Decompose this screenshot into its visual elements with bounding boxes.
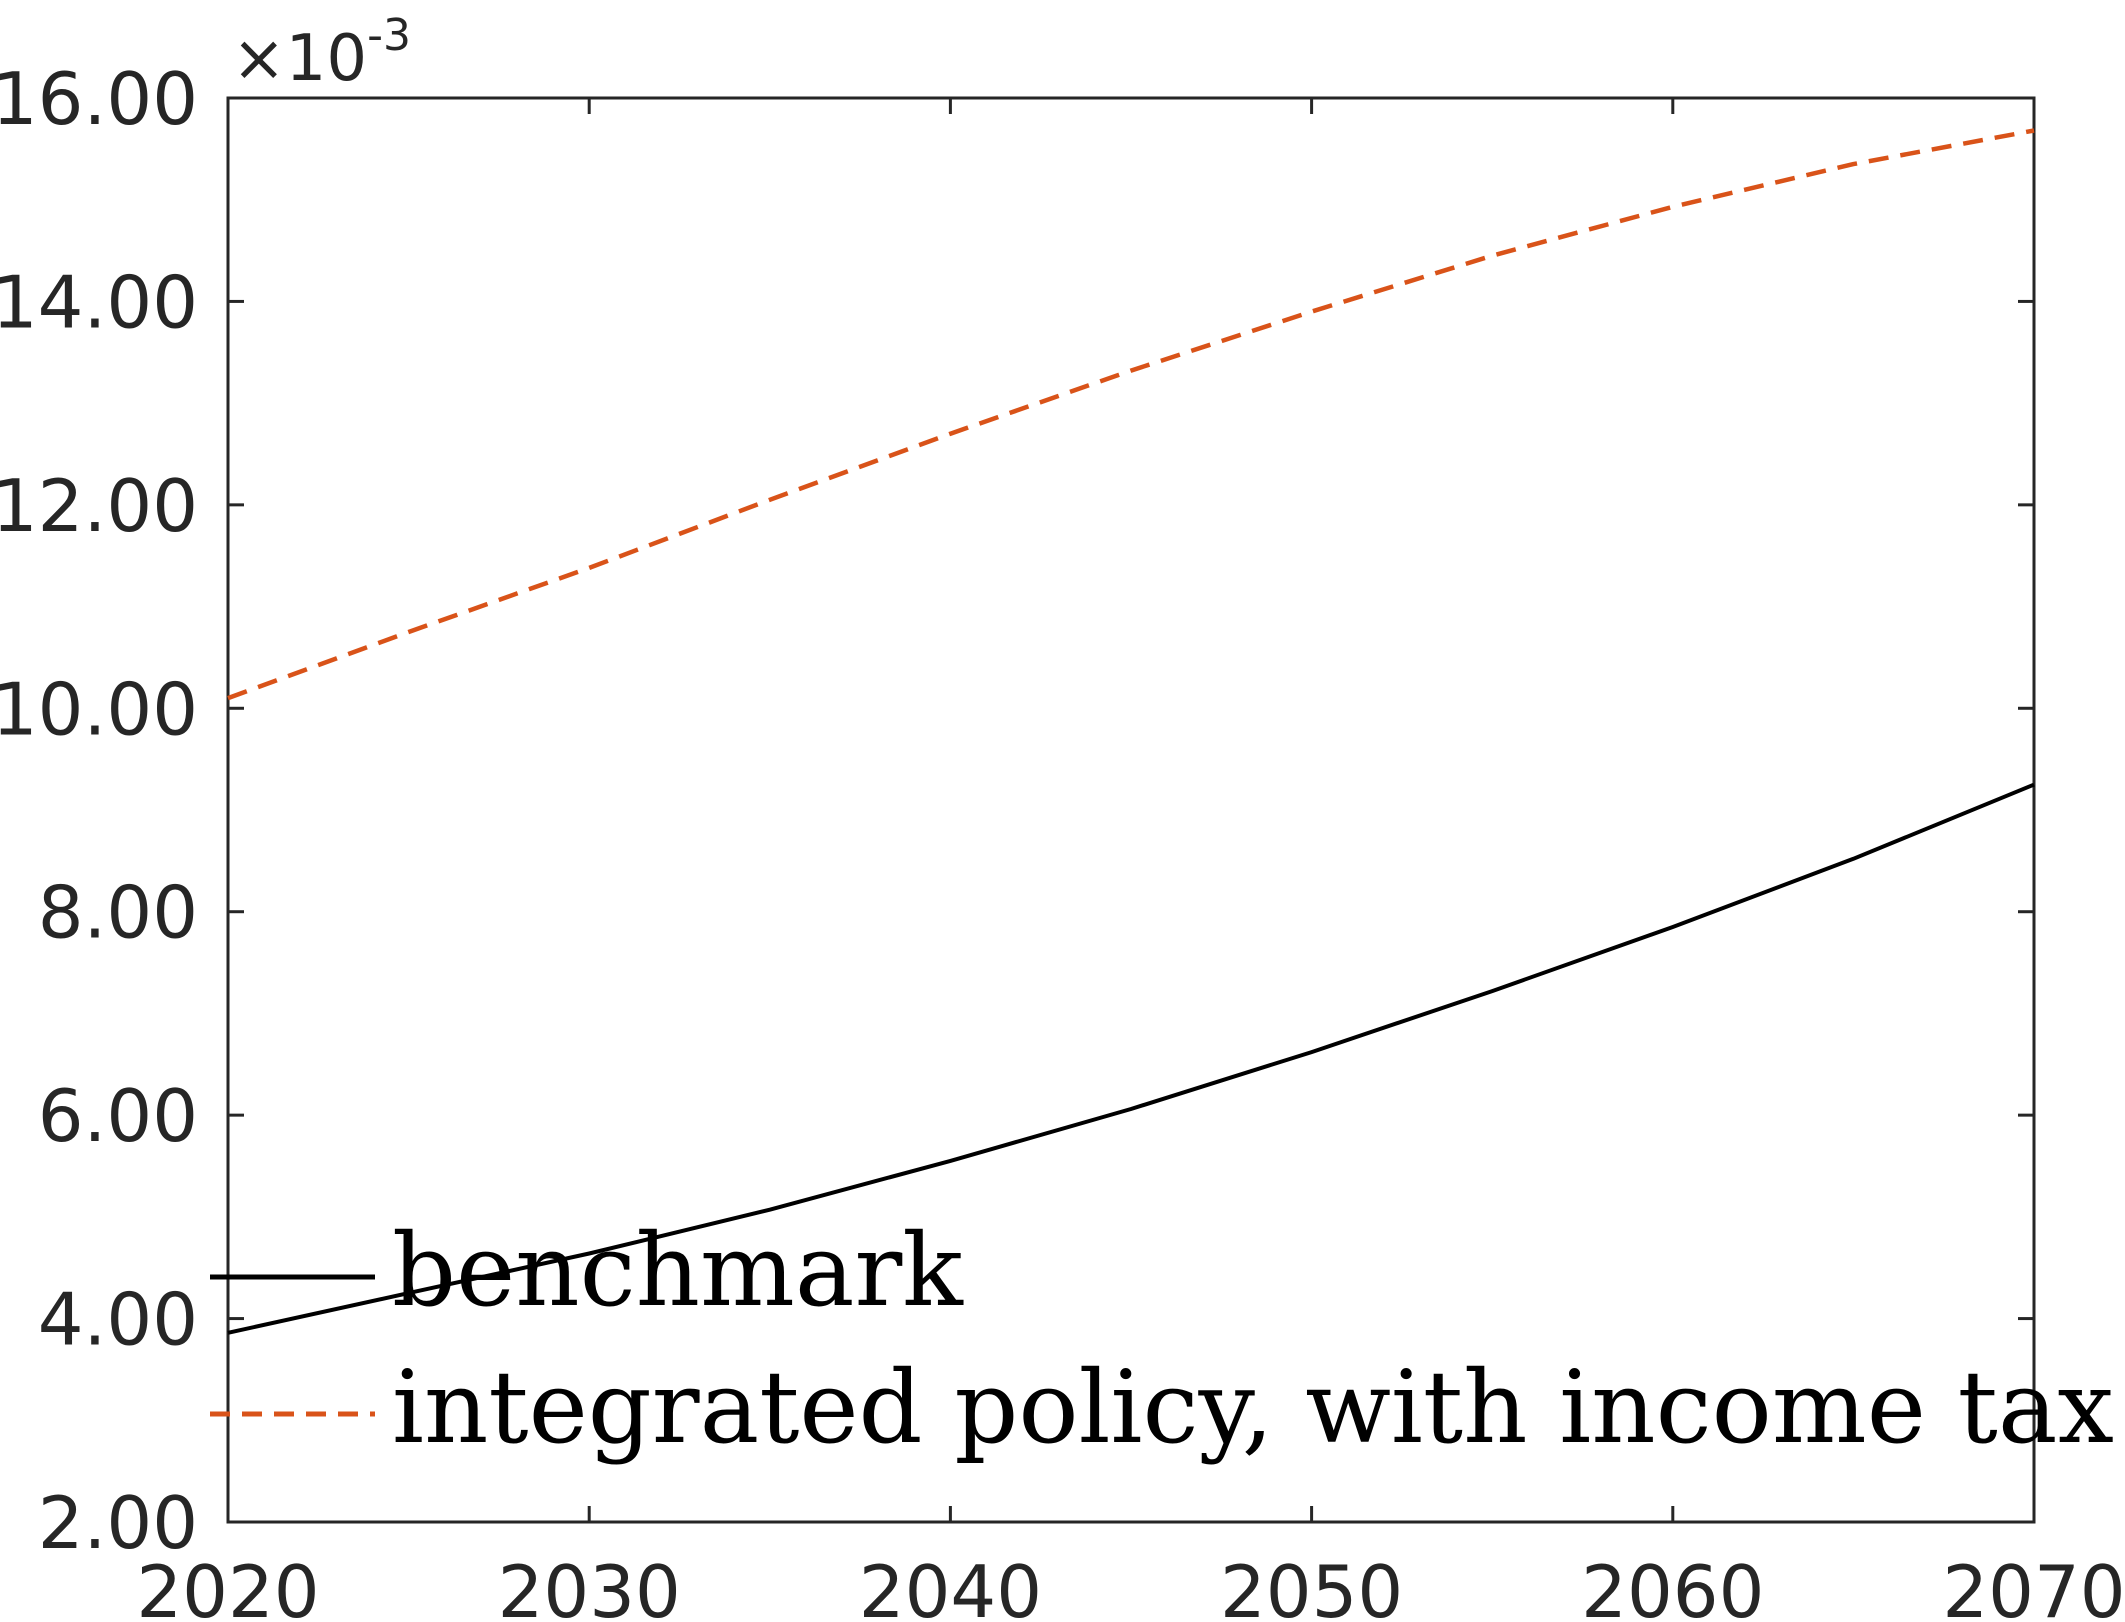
y-tick-label: 8.00 [38,871,198,955]
series-line-benchmark [227,782,2035,1335]
x-tick-label: 2040 [859,1550,1042,1622]
plot-area-box [226,96,2036,1524]
legend: benchmark integrated policy, with income … [210,1212,2114,1466]
y-tick-label: 6.00 [38,1074,198,1158]
y-tick-label: 10.00 [0,667,198,751]
x-tick-label: 2070 [1942,1550,2125,1622]
series-layer [227,128,2035,1335]
y-tick-label: 2.00 [38,1481,198,1565]
y-tick-label: 14.00 [0,260,198,344]
x-tick-label: 2060 [1581,1550,1764,1622]
exponent-power: -3 [367,10,411,61]
x-tick-label: 2020 [136,1550,319,1622]
y-tick-label: 16.00 [0,57,198,141]
y-tick-label: 4.00 [38,1278,198,1362]
x-axis-ticks: 2020 2030 2040 2050 2060 2070 [136,98,2125,1622]
y-tick-label: 12.00 [0,464,198,548]
series-line-integrated-policy [227,128,2035,701]
y-axis-exponent: ×10-3 [232,10,411,96]
x-tick-label: 2030 [498,1550,681,1622]
x-tick-label: 2050 [1220,1550,1403,1622]
axes-frame [226,96,2036,1524]
y-axis-ticks: 2.00 4.00 6.00 8.00 10.00 12.00 14.00 16.00 [0,57,2034,1565]
legend-label: benchmark [392,1212,964,1329]
exponent-base: ×10 [232,22,367,96]
legend-label: integrated policy, with income tax [392,1349,2114,1466]
